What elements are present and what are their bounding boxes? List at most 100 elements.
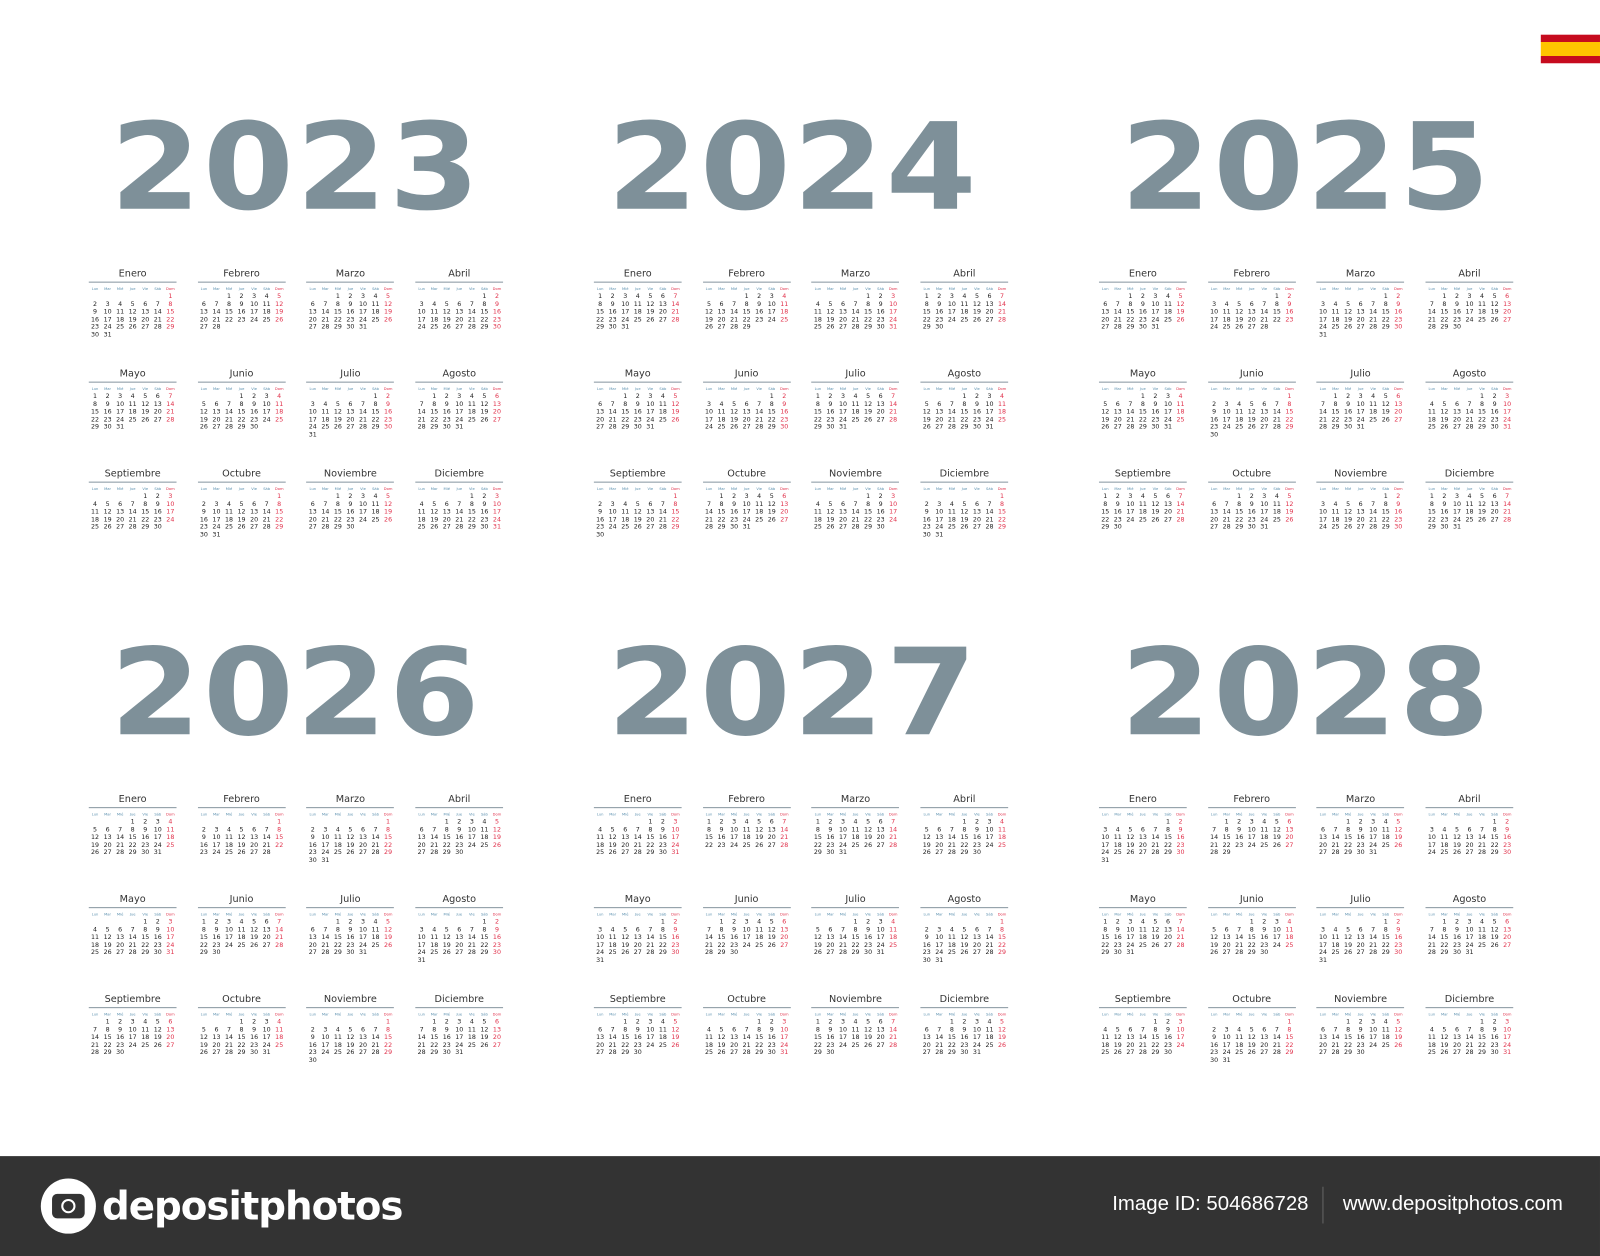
- weekday-header: Jue: [1248, 1012, 1255, 1017]
- day-cell: 18: [947, 516, 956, 524]
- day-cell: 3: [891, 292, 896, 300]
- day-cell: 30: [935, 323, 944, 331]
- day-cell: 22: [467, 516, 476, 524]
- day-cell: 8: [1274, 300, 1279, 308]
- day-cell: 10: [250, 300, 259, 308]
- day-cell: 20: [972, 516, 981, 524]
- day-cell: 16: [972, 833, 981, 842]
- day-cell: 3: [840, 818, 845, 826]
- divider: [197, 281, 286, 283]
- day-cell: 11: [998, 826, 1007, 834]
- day-cell: 10: [876, 926, 885, 934]
- day-cell: 24: [1222, 1049, 1231, 1057]
- month-junio: Junio Lun Mar Mié Jue Vie Sáb Dom 1 2 3 4 5 6 7 8 9 10 11 1…: [1207, 894, 1296, 957]
- weekday-header: Jue: [347, 912, 354, 917]
- day-cell: 7: [1274, 1026, 1279, 1034]
- day-cell: 14: [128, 508, 137, 516]
- day-cell: 10: [671, 826, 680, 834]
- day-cell: 17: [212, 841, 221, 849]
- day-cell: 15: [103, 1033, 112, 1041]
- day-cell: 14: [116, 833, 125, 842]
- day-cell: 2: [1115, 918, 1120, 926]
- empty-cell: [210, 1018, 223, 1026]
- day-cell: 16: [1452, 308, 1461, 316]
- weekday-header: Vie: [1370, 1012, 1377, 1017]
- day-cell: 31: [1151, 323, 1160, 331]
- weekday-header: Jue: [961, 812, 968, 817]
- empty-cell: [1208, 918, 1221, 926]
- weekday-header: Mié: [334, 286, 342, 291]
- day-cell: 22: [717, 516, 726, 524]
- site-url-link[interactable]: www.depositphotos.com: [1342, 1192, 1563, 1216]
- day-cell: 4: [335, 1026, 340, 1034]
- day-cell: 8: [815, 826, 820, 834]
- empty-cell: [223, 393, 236, 401]
- weekday-header: Dom: [492, 1012, 502, 1017]
- day-cell: 1: [673, 492, 678, 500]
- weekday-header: Mié: [1453, 386, 1461, 391]
- weekday-header: Jue: [1248, 812, 1255, 817]
- day-cell: 24: [1260, 516, 1269, 524]
- day-cell: 10: [492, 500, 501, 508]
- day-cell: 13: [1126, 1033, 1135, 1041]
- depositphotos-logo[interactable]: depositphotos: [40, 1178, 403, 1234]
- day-cell: 31: [972, 1049, 981, 1057]
- day-cell: 5: [130, 300, 135, 308]
- empty-cell: [1112, 293, 1125, 301]
- weekday-header: Dom: [1393, 812, 1403, 817]
- day-cell: 2: [310, 1026, 315, 1034]
- day-cell: 22: [1101, 516, 1110, 524]
- day-cell: 9: [1454, 926, 1459, 934]
- month-title: Junio: [1239, 368, 1264, 380]
- weekday-header: Sáb: [480, 286, 488, 291]
- day-cell: 25: [813, 323, 822, 331]
- day-cell: 28: [467, 949, 476, 957]
- weekday-header: Lun: [596, 386, 604, 391]
- divider: [88, 907, 177, 909]
- weekday-header: Vie: [1479, 486, 1485, 491]
- day-cell: 10: [116, 400, 125, 408]
- day-cell: 30: [1452, 949, 1461, 957]
- weekday-header: Jue: [961, 386, 968, 391]
- weekday-header: Sáb: [1164, 912, 1172, 917]
- weekday-header: Sáb: [986, 912, 993, 917]
- day-cell: 14: [889, 826, 898, 834]
- weekday-header: Lun: [1319, 386, 1327, 391]
- day-cell: 5: [335, 400, 340, 408]
- empty-cell: [1476, 818, 1489, 826]
- day-cell: 15: [1101, 933, 1110, 942]
- day-cell: 6: [348, 400, 353, 408]
- weekday-header: Lun: [309, 286, 317, 291]
- day-cell: 21: [658, 516, 667, 524]
- day-cell: 16: [717, 833, 726, 842]
- empty-cell: [428, 493, 441, 501]
- day-cell: 25: [333, 849, 342, 857]
- day-cell: 27: [876, 841, 885, 849]
- day-cell: 5: [828, 300, 833, 308]
- day-cell: 12: [346, 1033, 355, 1041]
- empty-cell: [1137, 1018, 1150, 1026]
- day-cell: 25: [1285, 941, 1294, 949]
- day-cell: 4: [853, 818, 858, 826]
- day-cell: 6: [1103, 300, 1108, 308]
- day-cell: 11: [224, 833, 234, 842]
- day-cell: 22: [1490, 841, 1499, 849]
- month-title: Agosto: [442, 368, 477, 380]
- day-cell: 11: [371, 500, 380, 508]
- day-cell: 14: [1138, 1033, 1147, 1041]
- day-cell: 28: [1222, 523, 1231, 531]
- day-cell: 7: [1237, 926, 1242, 934]
- day-grid: Lun Mar Mié Jue Vie Sáb Dom 1 2 3 4 5 6 7 8 9 10 11 12 13 14…: [415, 910, 503, 965]
- weekday-header: Jue: [634, 486, 641, 491]
- month-abril: Abril Lun Mar Mié Jue Vie Sáb Dom 1 2 3 4 5 6 7 8 9 10 11 1…: [920, 794, 1009, 857]
- day-cell: 13: [876, 826, 885, 834]
- day-cell: 25: [275, 1041, 284, 1049]
- day-cell: 29: [1440, 323, 1449, 331]
- day-cell: 24: [1163, 416, 1172, 424]
- empty-cell: [824, 293, 837, 301]
- day-cell: 8: [1287, 400, 1292, 408]
- weekday-header: Jue: [456, 386, 463, 391]
- day-cell: 1: [1383, 492, 1388, 500]
- day-cell: 17: [1318, 516, 1327, 524]
- weekday-header: Dom: [383, 812, 393, 817]
